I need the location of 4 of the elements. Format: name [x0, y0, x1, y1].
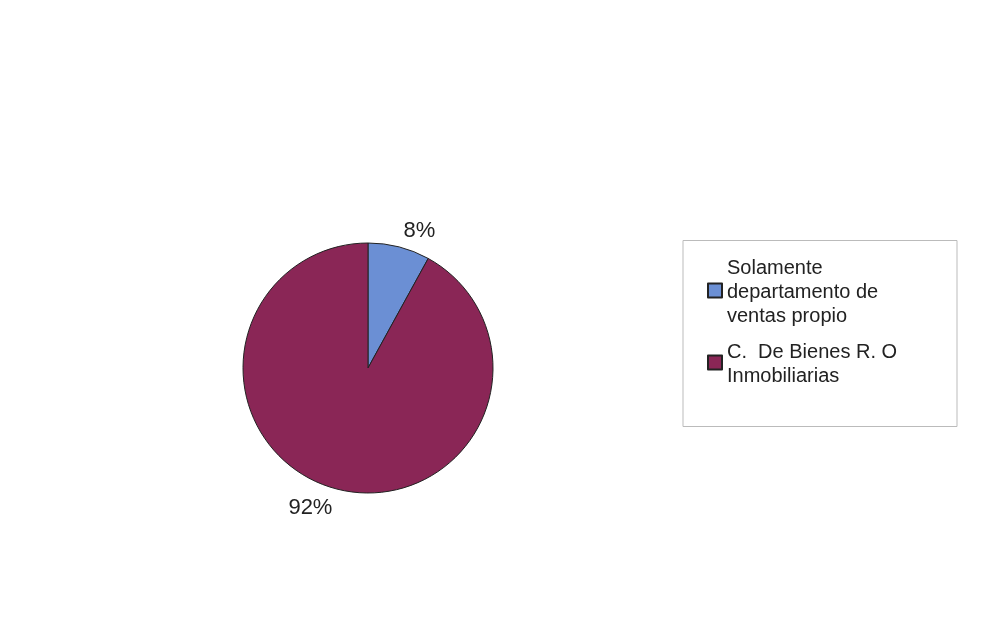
- legend-label: Solamente departamento de ventas propio: [727, 255, 884, 326]
- data-label: 92%: [288, 494, 333, 520]
- data-label: 8%: [403, 216, 436, 242]
- legend-label: C. De Bienes R. O Inmobiliarias: [727, 339, 903, 386]
